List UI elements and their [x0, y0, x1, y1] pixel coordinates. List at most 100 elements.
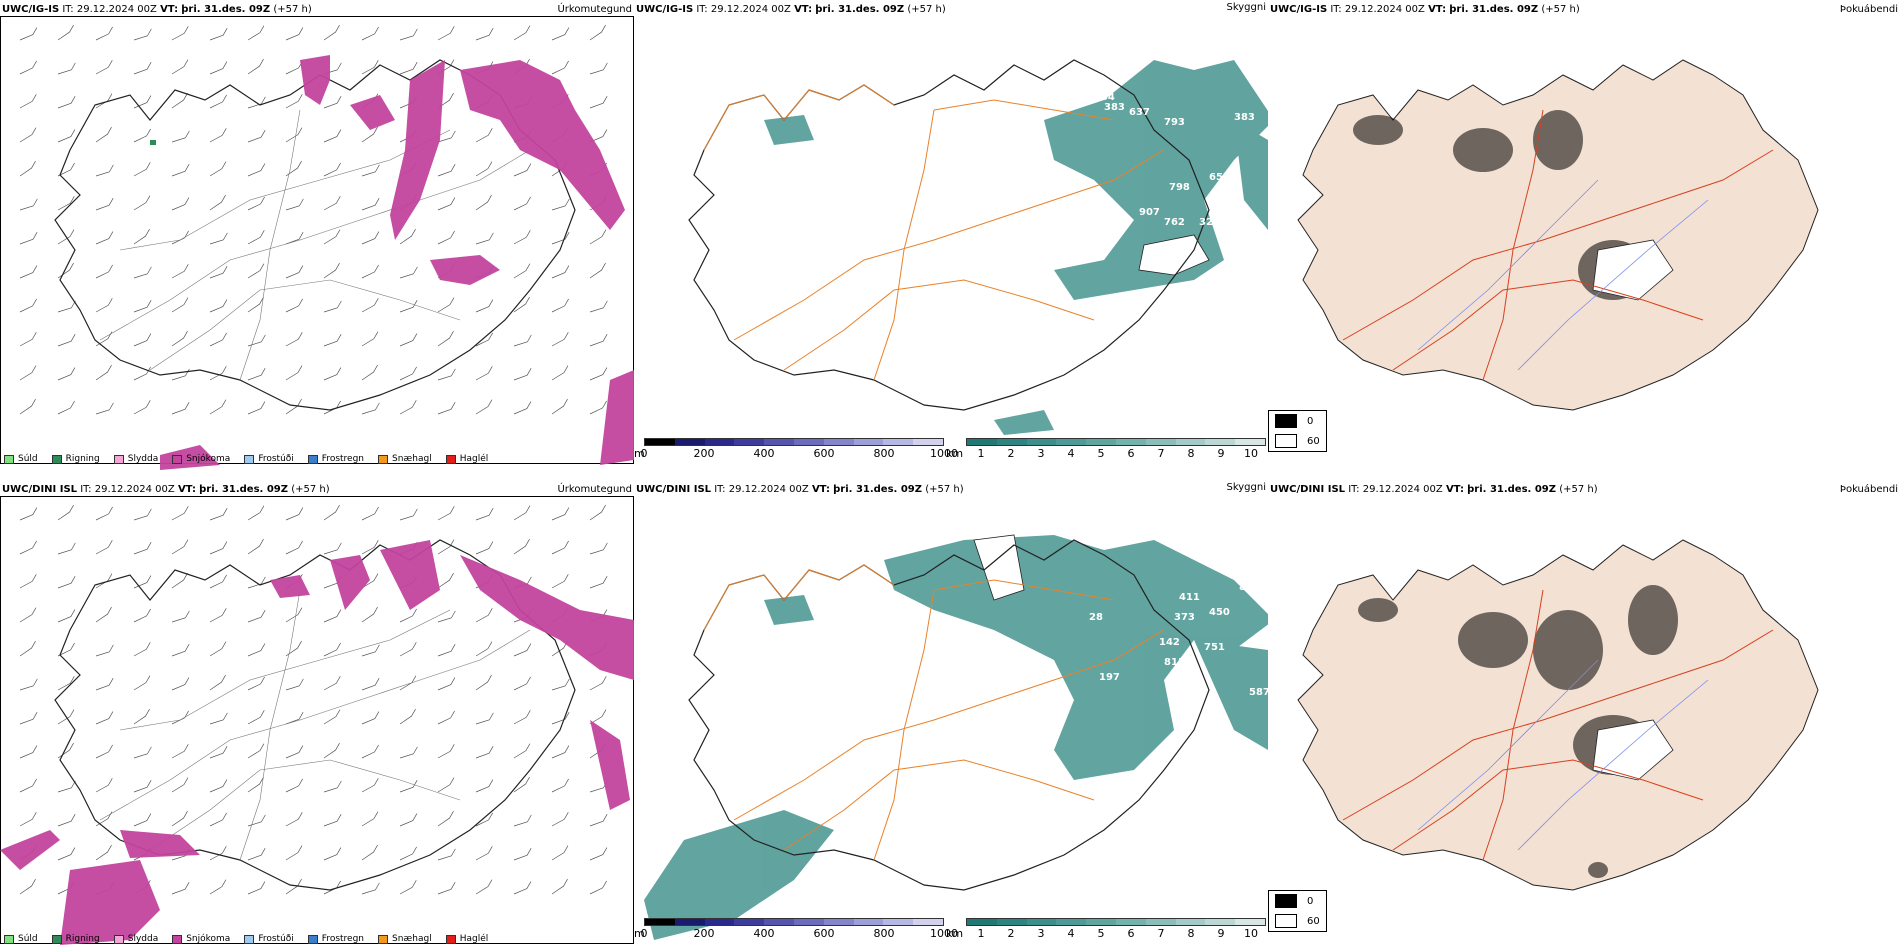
- wind-barb: [171, 644, 190, 657]
- wind-barb: [323, 300, 342, 313]
- wind-barb: [399, 642, 417, 657]
- ceiling-swatch: [823, 439, 854, 445]
- wind-barb: [209, 574, 227, 589]
- legend-label: Súld: [18, 454, 38, 464]
- wind-barb: [475, 232, 494, 245]
- wind-barb: [437, 539, 455, 555]
- panel-header: UWC/IG-IS IT: 29.12.2024 00Z VT: þri. 31…: [2, 4, 312, 15]
- wind-barb: [19, 778, 37, 793]
- wind-barb: [95, 126, 112, 143]
- wind-barb: [589, 229, 607, 245]
- wind-barb: [95, 811, 113, 827]
- wind-barb: [361, 606, 378, 623]
- wind-barb: [551, 298, 569, 313]
- ceiling-label: 798: [1169, 182, 1190, 193]
- ceiling-swatch: [793, 919, 824, 925]
- wind-barb: [513, 814, 532, 827]
- wind-barb: [475, 846, 493, 861]
- wind-barb: [285, 507, 304, 521]
- legend-swatch: [244, 454, 255, 464]
- snowfall-areas: [160, 55, 634, 470]
- wind-barb: [551, 878, 568, 895]
- wind-barb: [285, 332, 303, 347]
- wind-barb: [209, 746, 228, 759]
- ceiling-label: 142: [1159, 637, 1180, 648]
- visibility-tick: 3: [1037, 927, 1045, 940]
- wind-barb: [437, 848, 456, 861]
- wind-barb: [19, 127, 37, 143]
- wind-barb: [209, 674, 226, 691]
- wind-barb: [551, 265, 570, 279]
- wind-barb: [399, 366, 417, 381]
- legend-swatch: [51, 934, 62, 944]
- visibility-swatch: [1115, 919, 1146, 925]
- wind-barb: [285, 365, 303, 381]
- wind-barb: [247, 163, 266, 177]
- wind-barb: [19, 607, 37, 623]
- ceiling-tick: 400: [753, 927, 775, 940]
- wind-barb: [475, 812, 493, 827]
- visibility-tick: 2: [1007, 927, 1015, 940]
- wind-barb: [513, 296, 530, 313]
- wind-barb: [513, 334, 532, 347]
- wind-barb: [437, 610, 456, 623]
- ceiling-label: 637: [1129, 107, 1150, 118]
- wind-barb: [171, 810, 188, 827]
- wind-barb: [57, 62, 76, 75]
- wind-barb: [437, 230, 455, 245]
- wind-barb: [551, 398, 568, 415]
- wind-barb: [247, 25, 265, 41]
- rivers-blue: [1417, 659, 1709, 851]
- wind-barb: [589, 367, 608, 381]
- wind-barb: [437, 402, 456, 415]
- wind-barb: [19, 507, 38, 521]
- ceiling-colorbar: m 0 200 400 600 800 1000: [634, 918, 958, 942]
- wind-barb: [323, 229, 341, 245]
- wind-barb: [285, 745, 304, 759]
- wind-barb: [209, 779, 228, 793]
- wind-barb: [323, 814, 342, 827]
- wind-barb: [513, 676, 531, 691]
- wind-barb: [399, 266, 418, 279]
- wind-barb: [171, 402, 190, 415]
- precip-legend-item: Snjókoma: [172, 454, 230, 464]
- small-precip-spots: [150, 140, 156, 145]
- fog-title: Þokuábendi: [1839, 4, 1898, 15]
- wind-barb: [437, 130, 456, 143]
- wind-barb: [589, 847, 608, 861]
- wind-barb: [171, 164, 190, 177]
- wind-barb: [361, 264, 379, 279]
- wind-barb: [589, 504, 606, 521]
- visibility-tick: 1: [977, 447, 985, 460]
- fog-legend-row: 60: [1269, 431, 1326, 451]
- wind-barb: [247, 263, 265, 279]
- wind-barb: [589, 542, 608, 555]
- wind-barb: [133, 333, 152, 347]
- wind-barb: [437, 197, 456, 211]
- wind-barb: [323, 504, 340, 521]
- wind-barb: [19, 745, 38, 759]
- wind-barb: [399, 608, 417, 623]
- precip-legend-item: Slydda: [113, 934, 158, 944]
- wind-barb: [209, 28, 228, 41]
- wind-barb: [57, 229, 75, 245]
- ceiling-tick: 600: [813, 927, 835, 940]
- precip-legend-item: Snæhagl: [378, 454, 432, 464]
- ceiling-bar: [644, 918, 944, 926]
- ceiling-swatch: [823, 919, 854, 925]
- wind-barb: [361, 364, 378, 381]
- visibility-tick: 4: [1067, 447, 1075, 460]
- wind-barb: [361, 164, 380, 177]
- visibility-tick: 1: [977, 927, 985, 940]
- visibility-swatch: [1205, 919, 1236, 925]
- wind-barb: [95, 164, 114, 177]
- wind-barb: [399, 62, 418, 75]
- wind-barb: [57, 367, 76, 381]
- wind-barb: [323, 676, 341, 691]
- wind-barb: [19, 332, 37, 347]
- wind-barb: [171, 882, 190, 895]
- wind-barb: [247, 610, 266, 623]
- wind-barb: [133, 780, 152, 793]
- ceiling-swatch: [764, 439, 794, 445]
- legend-swatch: [445, 934, 456, 944]
